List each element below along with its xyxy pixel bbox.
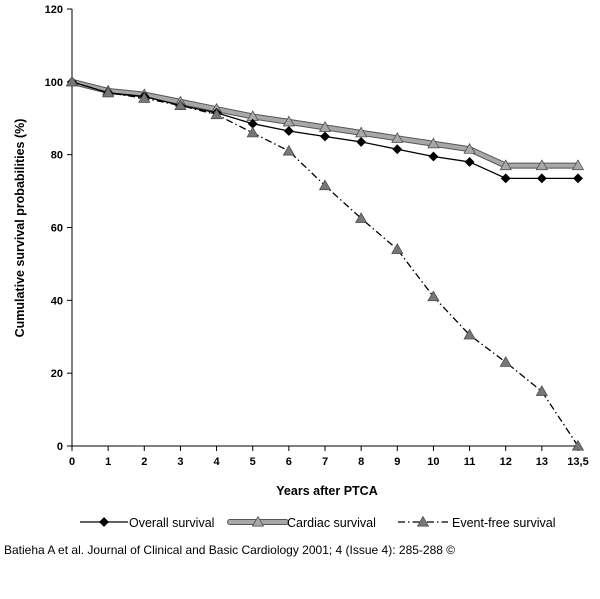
cardiac-survival-point xyxy=(318,121,332,132)
event-free-survival-point xyxy=(318,179,332,191)
x-tick-label: 4 xyxy=(214,456,221,468)
overall-survival-point xyxy=(392,144,403,155)
y-tick-label: 40 xyxy=(51,295,63,307)
event-free-survival-point xyxy=(138,92,151,103)
figure-caption: Batieha A et al. Journal of Clinical and… xyxy=(4,543,456,557)
overall-survival-point xyxy=(500,173,511,184)
cardiac-survival-point xyxy=(427,137,440,149)
x-tick-label: 7 xyxy=(322,456,328,468)
event-free-survival-point xyxy=(65,75,79,87)
overall-survival-point xyxy=(536,173,547,184)
x-tick-label: 11 xyxy=(464,456,476,468)
x-tick-label: 9 xyxy=(394,456,400,468)
event-free-survival-point xyxy=(427,290,440,302)
cardiac-survival-point xyxy=(535,159,548,171)
y-tick-label: 0 xyxy=(57,441,63,453)
event-free-survival-point xyxy=(535,385,548,396)
event-free-survival-point xyxy=(282,144,295,156)
overall-survival-point xyxy=(573,173,583,184)
legend-swatch-marker xyxy=(99,517,109,527)
legend-item-overall-survival: Overall survival xyxy=(80,516,214,530)
event-free-survival-point xyxy=(174,99,187,110)
x-tick-label: 10 xyxy=(427,456,439,468)
event-free-survival-series xyxy=(65,75,585,451)
y-tick-label: 80 xyxy=(51,150,63,162)
event-free-survival-point xyxy=(499,356,512,367)
legend-item-event-free-survival: Event-free survival xyxy=(398,515,556,530)
x-tick-label: 13 xyxy=(536,456,548,468)
chart-legend: Overall survival Cardiac survival Event-fr… xyxy=(80,515,556,530)
cardiac-survival-point xyxy=(391,132,404,143)
x-tick-label: 13,5 xyxy=(567,456,588,468)
cardiac-survival-point xyxy=(355,126,368,138)
event-free-survival-point xyxy=(210,108,223,120)
event-free-survival-point xyxy=(102,86,115,98)
cardiac-survival-series xyxy=(65,75,585,171)
overall-survival-point xyxy=(428,151,439,162)
legend-swatch-marker xyxy=(416,515,430,527)
chart-series xyxy=(65,75,585,451)
x-tick-label: 2 xyxy=(141,456,147,468)
cardiac-survival-point xyxy=(571,159,585,171)
x-tick-label: 1 xyxy=(105,456,111,468)
event-free-survival-point xyxy=(571,439,585,451)
overall-survival-point xyxy=(356,136,367,147)
y-tick-label: 60 xyxy=(51,223,63,235)
x-tick-label: 12 xyxy=(500,456,512,468)
cardiac-survival-point xyxy=(282,115,295,127)
x-tick-label: 8 xyxy=(358,456,364,468)
legend-label: Cardiac survival xyxy=(287,516,376,530)
legend-swatch-marker xyxy=(251,515,265,527)
y-axis-title: Cumulative survival probabilities (%) xyxy=(13,119,27,338)
x-axis-title: Years after PTCA xyxy=(276,484,377,498)
event-free-survival-point xyxy=(463,328,476,340)
legend-label: Overall survival xyxy=(129,516,214,530)
x-tick-label: 6 xyxy=(286,456,292,468)
cardiac-survival-point xyxy=(463,142,476,154)
y-tick-label: 120 xyxy=(45,4,63,16)
event-free-survival-point xyxy=(246,126,259,138)
event-free-survival-point xyxy=(355,212,368,223)
overall-survival-point xyxy=(464,157,475,167)
overall-survival-point xyxy=(283,126,294,136)
x-tick-label: 3 xyxy=(177,456,183,468)
overall-survival-point xyxy=(320,131,330,142)
y-tick-label: 100 xyxy=(45,77,63,89)
y-tick-label: 20 xyxy=(51,368,63,380)
x-tick-label: 0 xyxy=(69,456,75,468)
legend-label: Event-free survival xyxy=(452,516,556,530)
cardiac-survival-point xyxy=(499,159,512,171)
x-tick-label: 5 xyxy=(250,456,256,468)
legend-item-cardiac-survival: Cardiac survival xyxy=(227,515,376,530)
event-free-survival-point xyxy=(391,243,404,254)
